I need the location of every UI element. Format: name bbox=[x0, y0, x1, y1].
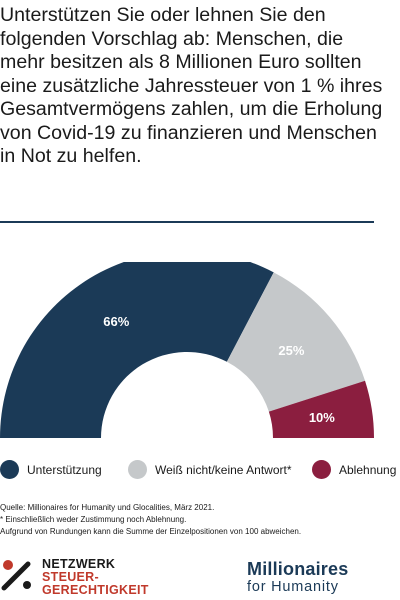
legend-label-ablehnung: Ablehnung bbox=[339, 462, 397, 477]
arc-segment-weiss-nicht bbox=[226, 272, 366, 412]
legend-item-ablehnung: Ablehnung bbox=[312, 460, 396, 479]
legend-label-unterstuetzung: Unterstützung bbox=[27, 462, 102, 477]
rounding-note: Aufgrund von Rundungen kann die Summe de… bbox=[0, 527, 302, 536]
chart-legend: Unterstützung Weiß nicht/keine Antwort* … bbox=[0, 458, 400, 488]
legend-item-weiss-nicht: Weiß nicht/keine Antwort* bbox=[128, 460, 292, 479]
nsg-logo-mark-icon bbox=[1, 560, 31, 591]
half-donut-chart: 66% 25% 10% bbox=[0, 262, 374, 438]
data-label-ablehnung: 10% bbox=[309, 410, 335, 425]
legend-swatch-unterstuetzung bbox=[0, 460, 19, 479]
footnote-line: * Einschließlich weder Zustimmung noch A… bbox=[0, 515, 187, 524]
data-label-unterstuetzung: 66% bbox=[103, 314, 129, 329]
data-label-weiss-nicht: 25% bbox=[278, 343, 304, 358]
legend-item-unterstuetzung: Unterstützung bbox=[0, 460, 102, 479]
divider-rule bbox=[0, 221, 374, 223]
chart-title: Unterstützen Sie oder lehnen Sie den fol… bbox=[0, 4, 383, 167]
legend-swatch-weiss-nicht bbox=[128, 460, 147, 479]
source-line: Quelle: Millionaires for Humanity und Gl… bbox=[0, 503, 215, 512]
nsg-logo-line1: NETZWERK bbox=[42, 557, 116, 571]
mfh-logo-line1: Millionaires bbox=[247, 559, 349, 579]
legend-swatch-ablehnung bbox=[312, 460, 331, 479]
mfh-logo-line2: for Humanity bbox=[247, 579, 339, 595]
arc-segment-unterstuetzung bbox=[0, 262, 274, 438]
nsg-logo-line2: STEUER- bbox=[42, 570, 99, 584]
legend-label-weiss-nicht: Weiß nicht/keine Antwort* bbox=[155, 462, 292, 477]
millionaires-for-humanity-logo: Millionaires for Humanity bbox=[247, 560, 397, 600]
nsg-logo-line3: GERECHTIGKEIT bbox=[42, 583, 149, 597]
netzwerk-steuergerechtigkeit-logo: NETZWERK STEUER- GERECHTIGKEIT bbox=[0, 556, 180, 597]
source-notes: Quelle: Millionaires for Humanity und Gl… bbox=[0, 502, 396, 538]
arc-segment-ablehnung bbox=[268, 380, 374, 438]
